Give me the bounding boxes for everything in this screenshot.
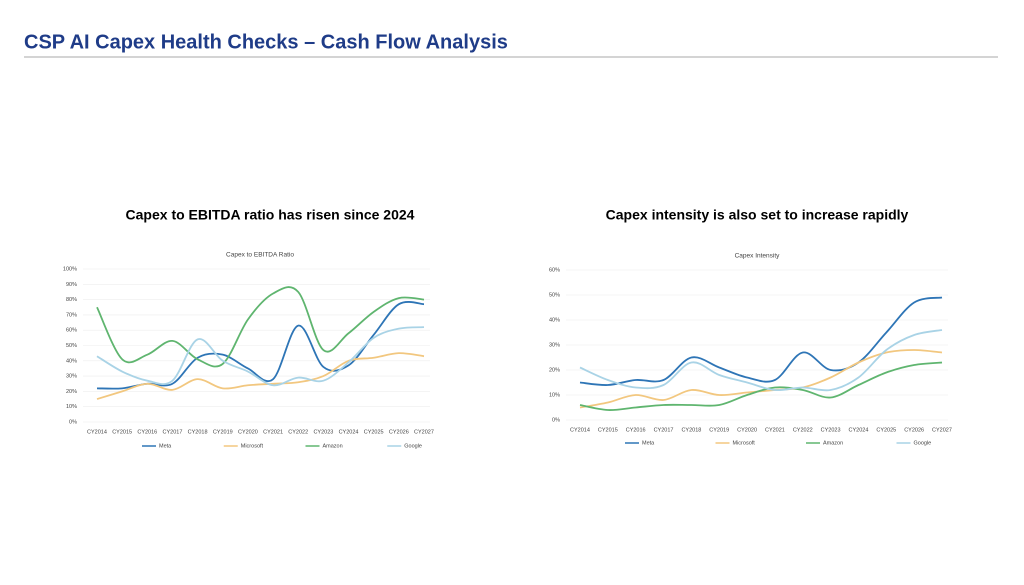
- series-line: [96, 352, 425, 400]
- y-tick-label: 80%: [66, 297, 77, 303]
- x-tick-label: CY2025: [364, 429, 384, 435]
- y-tick-label: 30%: [549, 342, 560, 348]
- series-line: [579, 349, 943, 409]
- series-line: [579, 329, 943, 392]
- y-tick-label: 100%: [63, 266, 77, 272]
- legend-label: Microsoft: [241, 443, 264, 449]
- y-tick-label: 90%: [66, 282, 77, 288]
- slide-title: CSP AI Capex Health Checks – Cash Flow A…: [24, 31, 508, 53]
- chart-title: Capex Intensity: [735, 253, 781, 260]
- x-tick-label: CY2016: [137, 429, 157, 435]
- y-tick-label: 40%: [549, 317, 560, 323]
- y-tick-label: 50%: [66, 343, 77, 349]
- legend-label: Google: [914, 440, 932, 446]
- legend-label: Meta: [642, 440, 655, 446]
- x-tick-label: CY2021: [263, 429, 283, 435]
- y-tick-label: 0%: [552, 417, 560, 423]
- y-tick-label: 60%: [66, 328, 77, 334]
- x-tick-label: CY2020: [737, 427, 757, 433]
- x-tick-label: CY2017: [654, 427, 674, 433]
- x-tick-label: CY2024: [339, 429, 359, 435]
- x-tick-label: CY2021: [765, 427, 785, 433]
- legend-label: Amazon: [823, 440, 843, 446]
- series-line: [96, 286, 425, 368]
- y-tick-label: 10%: [549, 392, 560, 398]
- x-tick-label: CY2022: [288, 429, 308, 435]
- y-tick-label: 20%: [549, 367, 560, 373]
- y-tick-label: 10%: [66, 404, 77, 410]
- y-tick-label: 0%: [69, 419, 77, 425]
- series-line: [579, 296, 943, 386]
- legend-label: Amazon: [323, 443, 343, 449]
- x-tick-label: CY2014: [87, 429, 107, 435]
- y-tick-label: 30%: [66, 374, 77, 380]
- chart-headline: Capex to EBITDA ratio has risen since 20…: [126, 207, 415, 223]
- series-line: [96, 326, 425, 387]
- y-tick-label: 60%: [549, 267, 560, 273]
- x-tick-label: CY2019: [709, 427, 729, 433]
- x-tick-label: CY2026: [904, 427, 924, 433]
- x-tick-label: CY2014: [570, 427, 590, 433]
- series-line: [579, 361, 943, 411]
- chart-title: Capex to EBITDA Ratio: [226, 252, 294, 259]
- y-tick-label: 50%: [549, 292, 560, 298]
- x-tick-label: CY2019: [213, 429, 233, 435]
- x-tick-label: CY2018: [681, 427, 701, 433]
- legend-label: Google: [404, 443, 422, 449]
- x-tick-label: CY2015: [112, 429, 132, 435]
- x-tick-label: CY2018: [188, 429, 208, 435]
- x-tick-label: CY2027: [414, 429, 434, 435]
- x-tick-label: CY2016: [626, 427, 646, 433]
- y-tick-label: 20%: [66, 389, 77, 395]
- y-tick-label: 70%: [66, 312, 77, 318]
- x-tick-label: CY2026: [389, 429, 409, 435]
- x-tick-label: CY2025: [876, 427, 896, 433]
- x-tick-label: CY2023: [821, 427, 841, 433]
- x-tick-label: CY2027: [932, 427, 952, 433]
- y-tick-label: 40%: [66, 358, 77, 364]
- legend-label: Meta: [159, 443, 172, 449]
- x-tick-label: CY2015: [598, 427, 618, 433]
- x-tick-label: CY2024: [849, 427, 869, 433]
- legend-label: Microsoft: [733, 440, 756, 446]
- x-tick-label: CY2022: [793, 427, 813, 433]
- chart-headline: Capex intensity is also set to increase …: [606, 207, 909, 223]
- x-tick-label: CY2017: [163, 429, 183, 435]
- x-tick-label: CY2023: [313, 429, 333, 435]
- x-tick-label: CY2020: [238, 429, 258, 435]
